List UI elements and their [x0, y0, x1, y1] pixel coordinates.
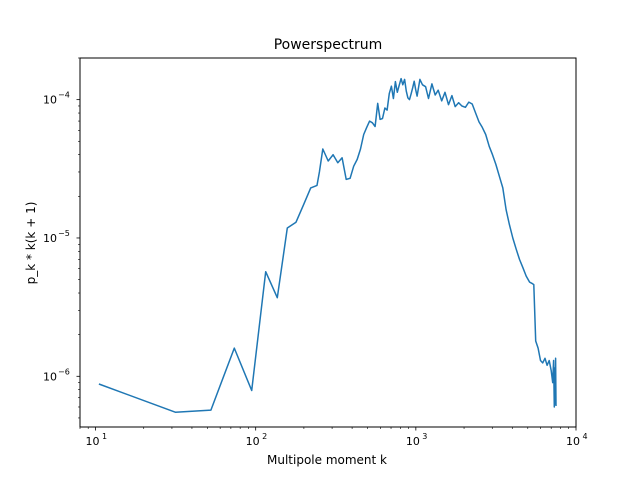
- chart-title: Powerspectrum: [274, 37, 383, 53]
- x-tick-label-exp-1: 2: [262, 432, 267, 441]
- y-tick-label-1: 10: [43, 232, 57, 245]
- x-tick-label-exp-2: 3: [422, 432, 427, 441]
- x-tick-label-exp-3: 4: [582, 432, 587, 441]
- x-axis-label: Multipole moment k: [267, 453, 387, 467]
- x-tick-label-1: 10: [246, 435, 260, 448]
- y-tick-label-0: 10: [43, 370, 57, 383]
- y-axis-label: p_k * k(k + 1): [24, 202, 38, 285]
- y-tick-label-exp-2: −4: [58, 91, 70, 100]
- x-tick-label-exp-0: 1: [102, 432, 107, 441]
- x-tick-label-2: 10: [406, 435, 420, 448]
- y-tick-label-exp-1: −5: [58, 229, 70, 238]
- series-line-0: [98, 77, 557, 413]
- y-tick-label-2: 10: [43, 94, 57, 107]
- y-tick-label-exp-0: −6: [58, 367, 70, 376]
- plot-frame: [79, 57, 577, 428]
- x-tick-label-3: 10: [566, 435, 580, 448]
- x-tick-label-0: 10: [86, 435, 100, 448]
